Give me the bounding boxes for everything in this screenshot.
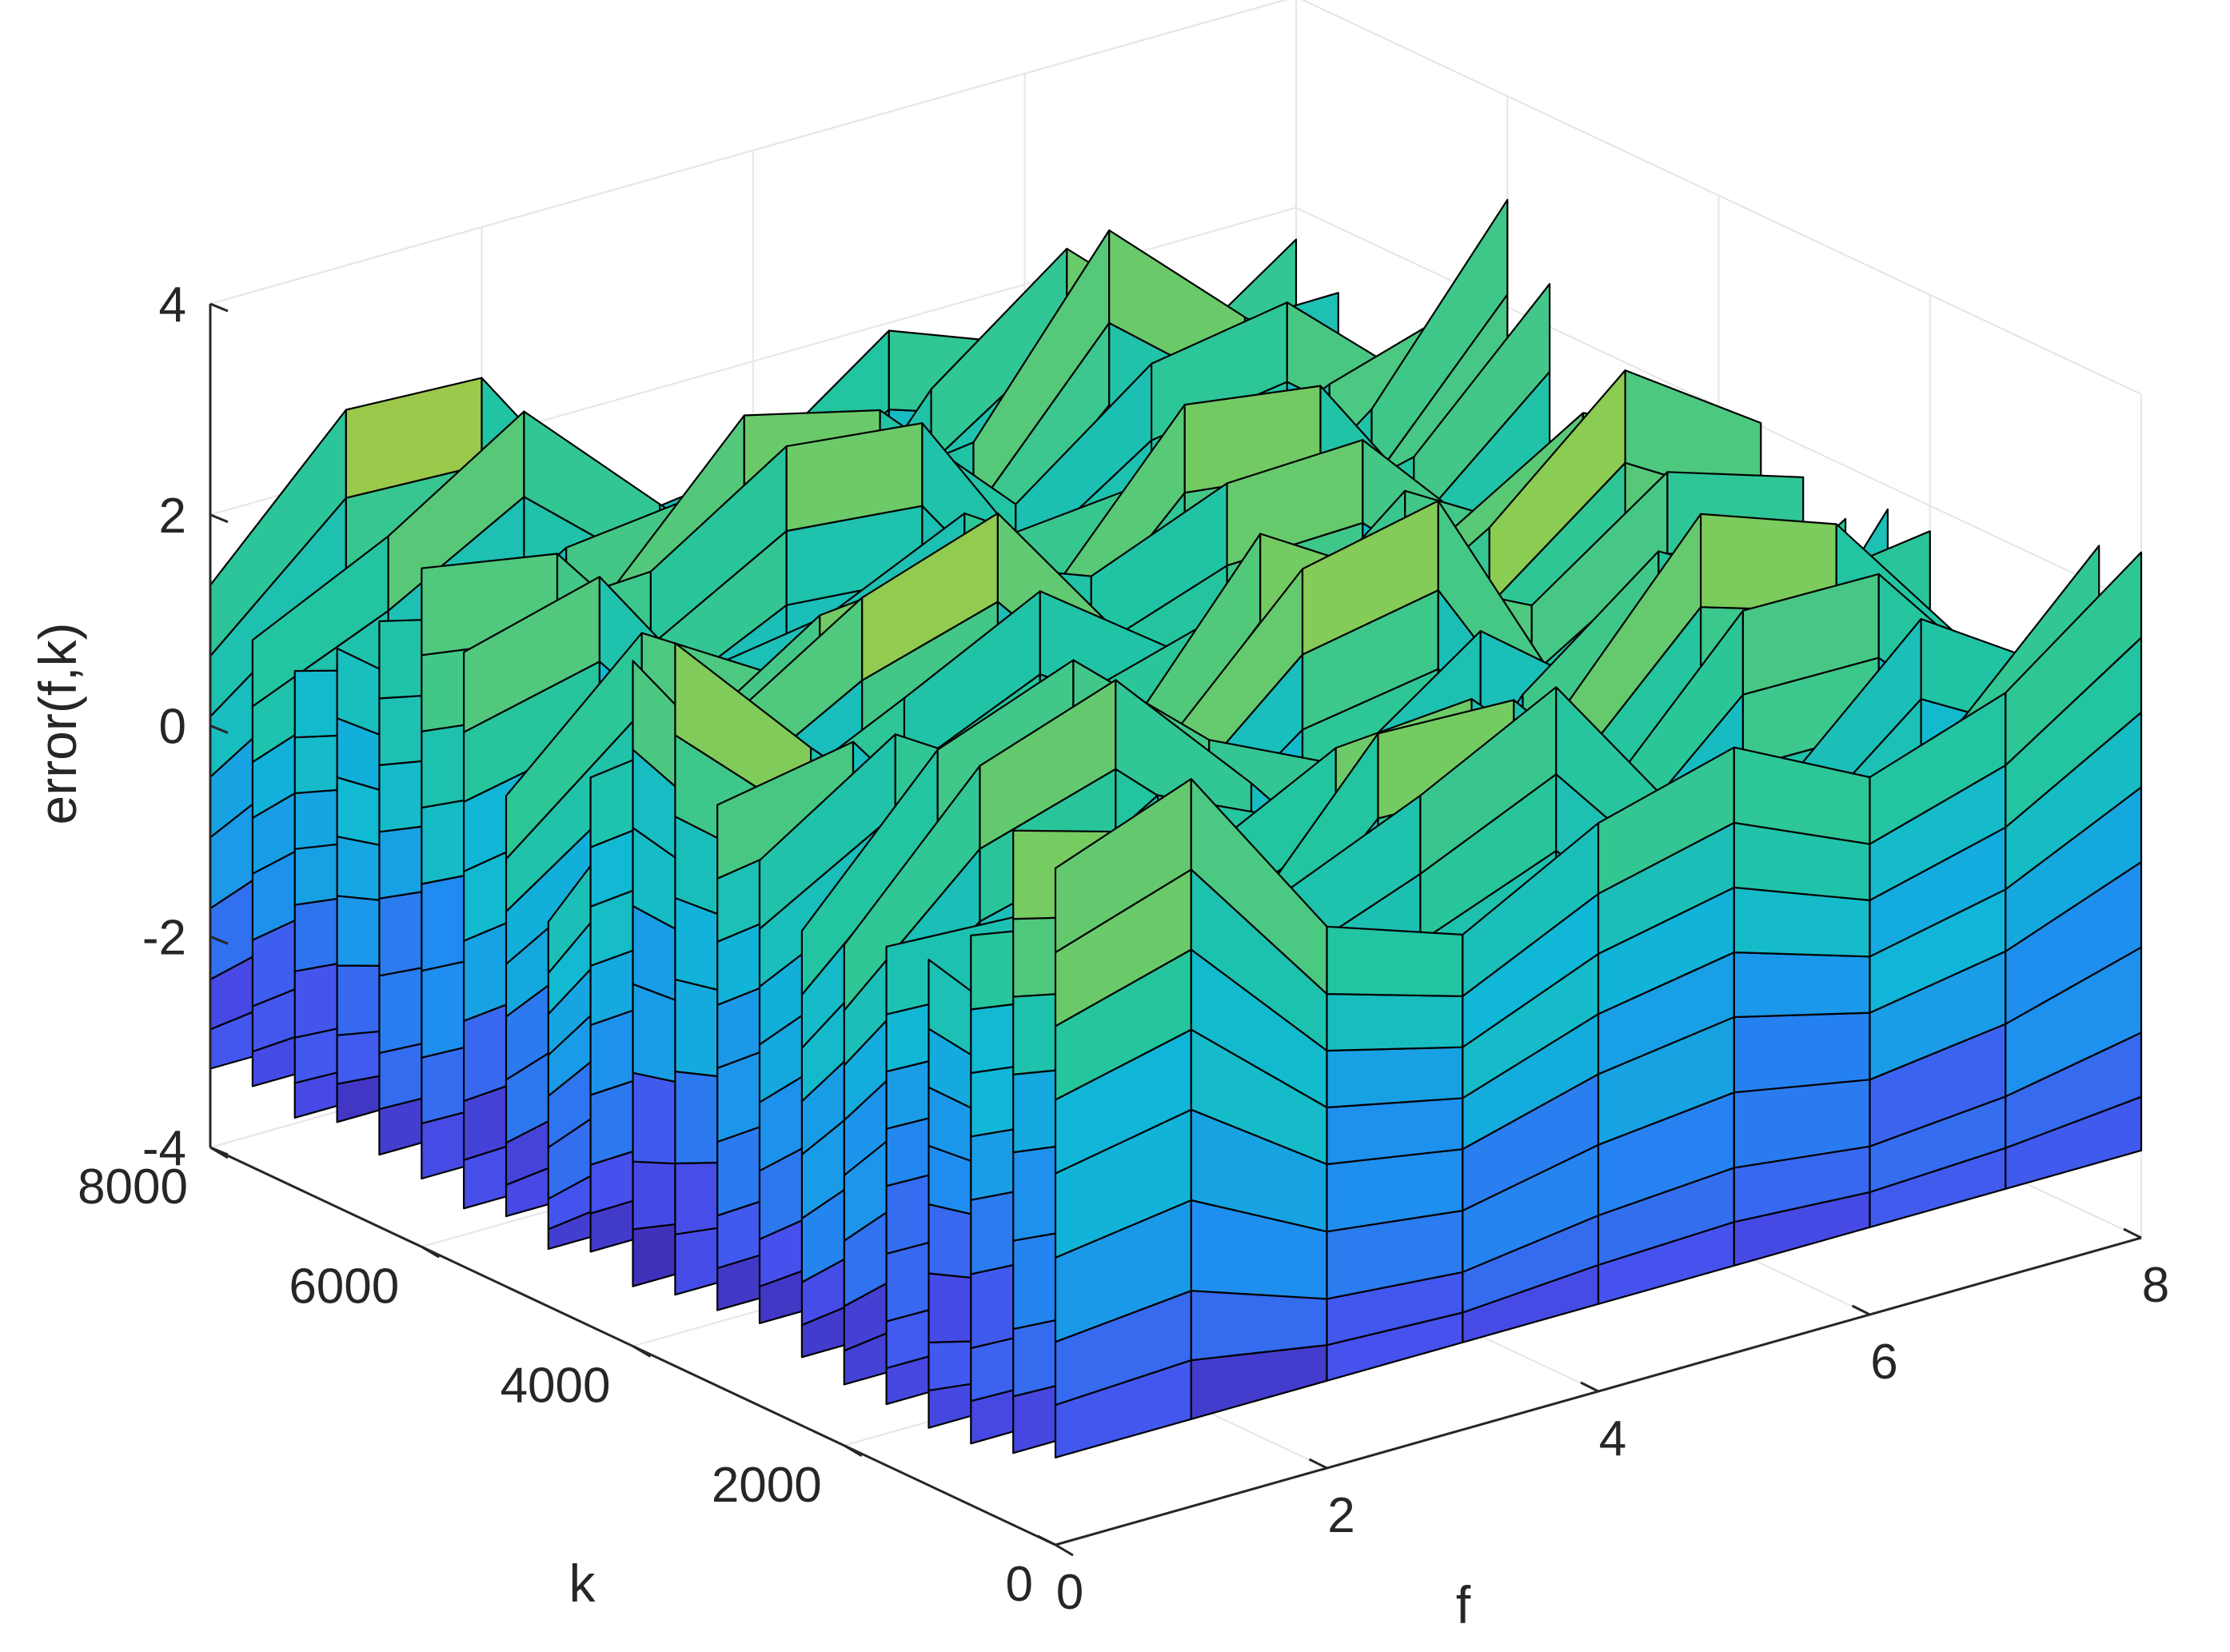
z-tick-label: 2 xyxy=(159,489,186,544)
tick-mark xyxy=(209,1146,229,1156)
y-tick-label: 2000 xyxy=(712,1458,822,1513)
y-tick-label: 6000 xyxy=(289,1259,399,1314)
tick-mark xyxy=(1851,1304,1871,1316)
x-tick-label: 6 xyxy=(1870,1335,1897,1390)
surface-face xyxy=(2005,551,2143,767)
tick-mark xyxy=(1308,1458,1328,1470)
tick-mark xyxy=(632,1345,652,1358)
y-axis-label: k xyxy=(569,1554,596,1613)
tick-labels: 0 2 4 6 8 0 2000 4000 6000 8000-4 -2 0 2 4 xyxy=(78,277,2169,1620)
z-tick-label: 4 xyxy=(159,277,186,333)
surface-face xyxy=(1733,951,1871,1019)
z-axis-label: error(f,k) xyxy=(28,623,87,825)
x-tick-label: 8 xyxy=(2142,1258,2169,1313)
surface-face xyxy=(1370,198,1509,484)
surface-face xyxy=(1326,925,1464,998)
surface-mesh xyxy=(209,198,2143,1458)
surface-face xyxy=(1326,992,1464,1052)
tick-mark xyxy=(1037,1534,1056,1546)
tick-mark xyxy=(843,1444,863,1458)
z-tick-label: 0 xyxy=(159,700,186,755)
tick-mark xyxy=(209,935,229,945)
tick-mark xyxy=(209,724,229,734)
tick-mark xyxy=(1580,1381,1599,1393)
y-tick-label: 8000 xyxy=(78,1159,188,1215)
z-tick-label: -2 xyxy=(142,910,186,965)
tick-mark xyxy=(421,1245,441,1259)
grid-line xyxy=(1301,0,2142,395)
surface-face xyxy=(1326,1046,1464,1109)
tick-mark xyxy=(2123,1227,2142,1239)
z-tick-label: -4 xyxy=(142,1121,186,1176)
surface-face xyxy=(1733,1012,1871,1094)
tick-marks xyxy=(209,302,2142,1557)
x-tick-label: 0 xyxy=(1056,1565,1083,1620)
x-tick-label: 4 xyxy=(1599,1411,1626,1466)
grid-line xyxy=(209,0,1288,305)
tick-mark xyxy=(209,302,229,313)
tick-mark xyxy=(1055,1543,1074,1557)
tick-mark xyxy=(209,513,229,524)
y-tick-label: 4000 xyxy=(501,1359,611,1414)
x-axis-label: f xyxy=(1456,1575,1471,1634)
y-tick-label: 0 xyxy=(1006,1557,1033,1612)
x-tick-label: 2 xyxy=(1327,1488,1354,1543)
